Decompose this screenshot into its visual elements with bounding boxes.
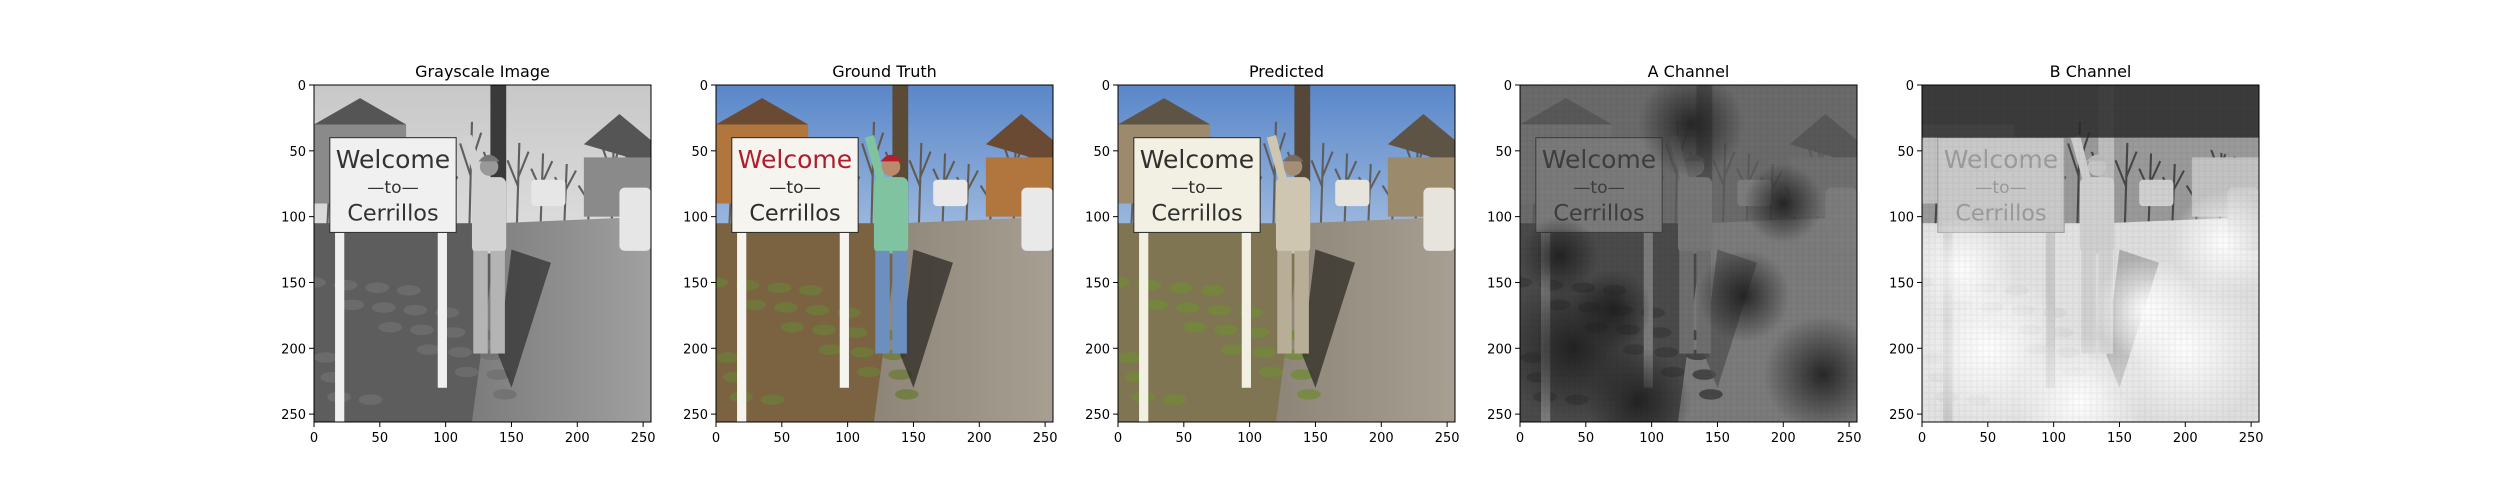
y-tick-label: 250 [683,408,708,423]
y-tick-label: 200 [281,342,306,357]
x-tick-label: 200 [1771,431,1796,446]
y-tick-label: 50 [1897,145,1914,160]
y-tick-label: 200 [1889,342,1914,357]
man-figure [1266,135,1311,354]
y-tick-label: 50 [1495,145,1512,160]
subplot-gray: Welcome —to— Cerrillos Grayscale Image 0 50 10… [281,62,655,446]
sign-text-welcome: Welcome [738,145,852,174]
subplot-pred: Welcome —to— Cerrillos Predicted 0 50 100 150 20… [1085,62,1459,446]
x-tick-label: 100 [835,431,860,446]
sign-text-to: —to— [769,178,820,198]
x-tick-label: 150 [1705,431,1730,446]
y-tick-label: 0 [700,79,708,94]
sign-text-welcome: Welcome [1140,145,1254,174]
y-tick-label: 0 [1504,79,1512,94]
x-tick-label: 0 [1918,431,1926,446]
axes-frame [1921,84,2260,423]
x-tick-label: 150 [1303,431,1328,446]
x-tick-label: 100 [433,431,458,446]
subplot-title: A Channel [1648,62,1730,81]
x-tick-label: 50 [372,431,389,446]
panel-image: Welcome —to— Cerrillos [314,85,651,422]
subplot-title: B Channel [2050,62,2132,81]
axes-frame [1519,84,1858,423]
x-tick-label: 250 [1837,431,1862,446]
x-tick-label: 100 [1237,431,1262,446]
x-tick-label: 200 [2173,431,2198,446]
x-tick-label: 250 [2239,431,2264,446]
y-tick-label: 50 [1093,145,1110,160]
y-tick-label: 250 [1487,408,1512,423]
subplot-title: Grayscale Image [415,62,550,81]
man-figure [462,135,507,354]
x-tick-label: 250 [631,431,656,446]
sign-text-cerrillos: Cerrillos [347,201,438,227]
panel-image: Welcome —to— Cerrillos [1118,85,1455,422]
x-tick-label: 150 [499,431,524,446]
y-tick-label: 250 [1889,408,1914,423]
subplot-b: Welcome—to—Cerrillos B Channel 0 50 100 150 20… [1889,62,2264,446]
y-tick-label: 100 [1085,211,1110,226]
sign-text-to: —to— [1171,178,1222,198]
y-tick-label: 50 [289,145,306,160]
y-tick-label: 0 [298,79,306,94]
axes-frame [313,84,652,423]
y-tick-label: 150 [1085,276,1110,291]
x-tick-label: 100 [2041,431,2066,446]
axes-frame [715,84,1054,423]
x-tick-label: 200 [1369,431,1394,446]
y-tick-label: 100 [281,211,306,226]
axes-frame [1117,84,1456,423]
x-tick-label: 50 [774,431,791,446]
panel-image: Welcome—to—Cerrillos [1520,85,1857,422]
subplot-a: Welcome—to—Cerrillos A Channel 0 50 100 150 20… [1487,62,1862,446]
sign-text-cerrillos: Cerrillos [1151,201,1242,227]
y-tick-label: 0 [1102,79,1110,94]
y-tick-label: 200 [683,342,708,357]
x-tick-label: 50 [1578,431,1595,446]
x-tick-label: 0 [712,431,720,446]
x-tick-label: 200 [565,431,590,446]
y-tick-label: 250 [1085,408,1110,423]
x-tick-label: 0 [1114,431,1122,446]
y-tick-label: 250 [281,408,306,423]
y-tick-label: 150 [1889,276,1914,291]
y-tick-label: 100 [1487,211,1512,226]
x-tick-label: 250 [1435,431,1460,446]
panel-image: Welcome —to— Cerrillos [716,85,1053,422]
y-tick-label: 0 [1906,79,1914,94]
sign-text-cerrillos: Cerrillos [749,201,840,227]
y-tick-label: 150 [281,276,306,291]
y-tick-label: 150 [1487,276,1512,291]
y-tick-label: 100 [1889,211,1914,226]
y-tick-label: 100 [683,211,708,226]
y-tick-label: 200 [1487,342,1512,357]
x-tick-label: 200 [967,431,992,446]
x-tick-label: 150 [901,431,926,446]
panel-image: Welcome—to—Cerrillos [1922,85,2259,422]
subplot-color: Welcome —to— Cerrillos Ground Truth 0 50 100 15… [683,62,1057,446]
sign-text-to: —to— [367,178,418,198]
x-tick-label: 250 [1033,431,1058,446]
x-tick-label: 150 [2107,431,2132,446]
sign-text-welcome: Welcome [336,145,450,174]
x-tick-label: 50 [1176,431,1193,446]
subplot-title: Ground Truth [832,62,937,81]
x-tick-label: 100 [1639,431,1664,446]
y-tick-label: 150 [683,276,708,291]
y-tick-label: 200 [1085,342,1110,357]
man-figure [864,135,909,354]
x-tick-label: 50 [1980,431,1997,446]
x-tick-label: 0 [310,431,318,446]
subplot-title: Predicted [1249,62,1324,81]
x-tick-label: 0 [1516,431,1524,446]
y-tick-label: 50 [691,145,708,160]
